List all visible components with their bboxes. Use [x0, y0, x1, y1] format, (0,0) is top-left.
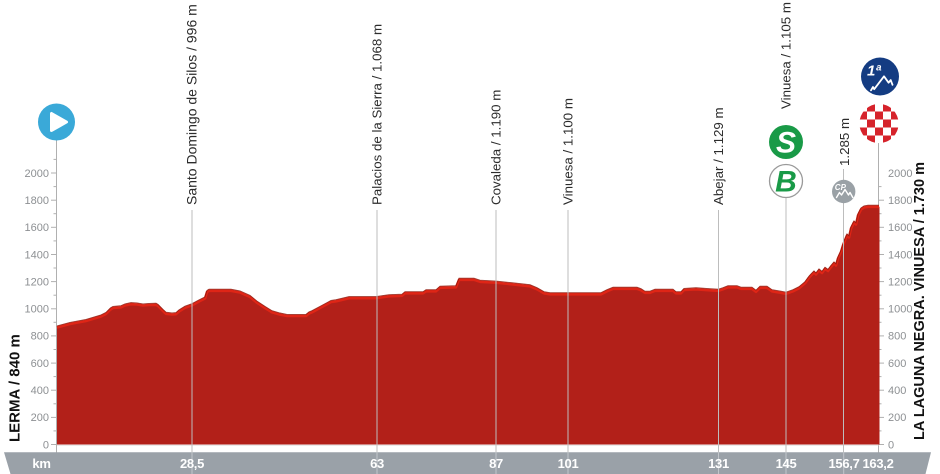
svg-text:2000: 2000 — [25, 168, 49, 180]
svg-text:28,5: 28,5 — [180, 456, 204, 471]
svg-text:600: 600 — [888, 358, 906, 370]
svg-text:1.285 m: 1.285 m — [837, 118, 852, 166]
svg-text:101: 101 — [558, 456, 579, 471]
svg-text:200: 200 — [31, 412, 49, 424]
svg-text:145: 145 — [776, 456, 797, 471]
svg-text:1400: 1400 — [888, 249, 912, 261]
svg-text:1600: 1600 — [25, 222, 49, 234]
svg-text:Abejar / 1.129 m: Abejar / 1.129 m — [711, 107, 726, 205]
svg-text:1200: 1200 — [25, 276, 49, 288]
svg-text:200: 200 — [888, 412, 906, 424]
svg-text:Vinuesa / 1.105 m: Vinuesa / 1.105 m — [779, 2, 794, 109]
svg-text:1800: 1800 — [25, 195, 49, 207]
svg-text:1ª: 1ª — [867, 63, 881, 80]
svg-text:1000: 1000 — [25, 304, 49, 316]
svg-text:B: B — [775, 165, 797, 198]
svg-text:63: 63 — [370, 456, 384, 471]
svg-text:Vinuesa / 1.100 m: Vinuesa / 1.100 m — [561, 98, 576, 205]
svg-text:400: 400 — [31, 385, 49, 397]
svg-text:2000: 2000 — [888, 168, 912, 180]
svg-text:1400: 1400 — [25, 249, 49, 261]
svg-text:87: 87 — [489, 456, 503, 471]
svg-text:0: 0 — [43, 439, 49, 451]
svg-text:1800: 1800 — [888, 195, 912, 207]
svg-text:400: 400 — [888, 385, 906, 397]
svg-text:S: S — [776, 126, 796, 159]
svg-text:1200: 1200 — [888, 276, 912, 288]
svg-text:CP: CP — [835, 183, 847, 192]
svg-text:163,2: 163,2 — [862, 456, 893, 471]
svg-text:Covaleda / 1.190 m: Covaleda / 1.190 m — [489, 90, 504, 205]
svg-text:LA LAGUNA NEGRA. VINUESA / 1.7: LA LAGUNA NEGRA. VINUESA / 1.730 m — [912, 162, 928, 440]
svg-text:800: 800 — [31, 331, 49, 343]
svg-text:600: 600 — [31, 358, 49, 370]
svg-text:LERMA / 840 m: LERMA / 840 m — [7, 334, 24, 442]
svg-text:Santo Domingo de Silos / 996 m: Santo Domingo de Silos / 996 m — [184, 4, 200, 205]
svg-text:Palacios de la Sierra / 1.068: Palacios de la Sierra / 1.068 m — [370, 24, 385, 205]
svg-text:0: 0 — [888, 439, 894, 451]
svg-text:km: km — [32, 456, 50, 471]
svg-text:1600: 1600 — [888, 222, 912, 234]
svg-text:1000: 1000 — [888, 304, 912, 316]
svg-text:800: 800 — [888, 331, 906, 343]
svg-text:131: 131 — [708, 456, 729, 471]
svg-text:156,7: 156,7 — [828, 456, 859, 471]
